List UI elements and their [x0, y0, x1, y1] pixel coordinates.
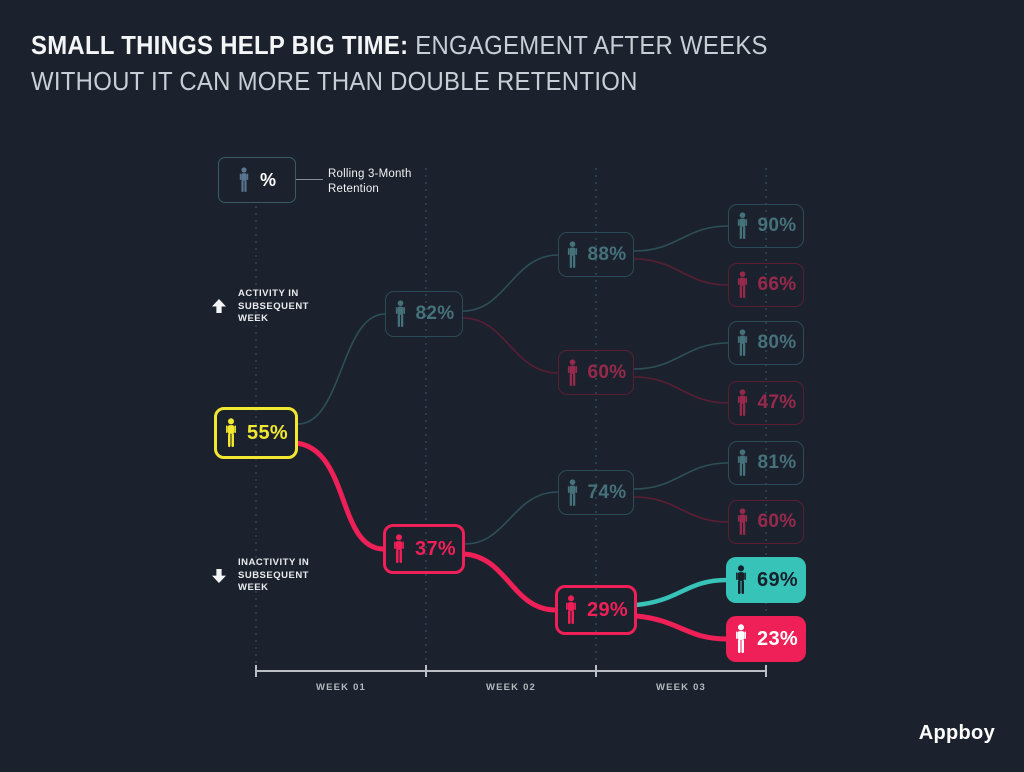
node-week3-47: 47%: [728, 381, 804, 425]
node-value: 23%: [757, 627, 798, 650]
legend-key-box: %: [218, 157, 296, 203]
axis-tick: [765, 665, 767, 677]
node-value: 74%: [587, 481, 627, 503]
person-icon: [737, 389, 747, 416]
axis-label-week1: WEEK 01: [315, 682, 367, 693]
axis-label-week3: WEEK 03: [655, 682, 707, 693]
activity-branch-lines-muted: [297, 225, 729, 545]
node-week3-23-highlight: 23%: [726, 616, 806, 662]
person-icon: [737, 329, 747, 356]
person-icon: [737, 271, 747, 298]
percent-symbol: %: [259, 169, 276, 190]
highlighted-activity-branch: [635, 577, 728, 608]
node-value: 37%: [415, 537, 456, 560]
title-line-2: WITHOUT IT CAN MORE THAN DOUBLE RETENTIO…: [31, 66, 638, 96]
node-value: 66%: [757, 274, 797, 295]
node-week3-69-highlight: 69%: [726, 557, 806, 603]
node-week1-active-82: 82%: [385, 291, 463, 337]
x-axis: [256, 670, 766, 672]
down-arrow-icon: [212, 569, 226, 583]
node-week3-80: 80%: [728, 321, 804, 365]
title-emphasis: SMALL THINGS HELP BIG TIME:: [31, 30, 409, 60]
person-icon: [567, 358, 577, 386]
page-title: SMALL THINGS HELP BIG TIME: ENGAGEMENT A…: [31, 27, 768, 99]
activity-annotation: ACTIVITY IN SUBSEQUENT WEEK: [238, 288, 309, 324]
node-week2-74: 74%: [558, 470, 634, 515]
node-week0-55: 55%: [214, 407, 298, 459]
legend-label-line2: Retention: [328, 183, 380, 195]
node-week2-29: 29%: [555, 585, 637, 635]
node-value: 29%: [587, 598, 628, 621]
person-icon: [566, 595, 576, 624]
title-rest: ENGAGEMENT AFTER WEEKS: [408, 30, 768, 60]
node-value: 69%: [757, 568, 798, 591]
person-icon: [394, 534, 404, 563]
title-line-1: SMALL THINGS HELP BIG TIME: ENGAGEMENT A…: [31, 27, 768, 63]
person-icon: [736, 565, 746, 594]
legend-label-line1: Rolling 3-Month: [328, 168, 412, 180]
up-arrow-icon: [212, 299, 226, 313]
axis-tick: [595, 665, 597, 677]
person-icon: [567, 240, 577, 268]
node-value: 80%: [757, 332, 797, 353]
highlighted-inactivity-path: [295, 440, 728, 642]
person-icon: [239, 167, 249, 192]
person-icon: [395, 300, 405, 327]
axis-tick: [255, 665, 257, 677]
node-week3-90: 90%: [728, 204, 804, 248]
axis-label-week2: WEEK 02: [485, 682, 537, 693]
node-value: 60%: [587, 361, 627, 383]
node-week1-inactive-37: 37%: [383, 524, 465, 574]
person-icon: [737, 449, 747, 476]
node-value: 82%: [415, 303, 455, 324]
node-value: 88%: [587, 243, 627, 265]
node-value: 81%: [757, 452, 797, 473]
inactivity-annotation: INACTIVITY IN SUBSEQUENT WEEK: [238, 557, 310, 593]
node-week3-60: 60%: [728, 500, 804, 544]
brand-logo: Appboy: [918, 722, 995, 744]
node-week3-66: 66%: [728, 263, 804, 307]
node-week3-81: 81%: [728, 441, 804, 485]
node-week2-88: 88%: [558, 232, 634, 277]
person-icon: [737, 508, 747, 535]
node-value: 55%: [247, 421, 288, 444]
person-icon: [226, 418, 236, 447]
node-value: 60%: [757, 511, 797, 532]
node-value: 47%: [757, 392, 797, 413]
person-icon: [567, 478, 577, 506]
axis-tick: [425, 665, 427, 677]
legend-connector-line: [296, 179, 323, 180]
person-icon: [737, 212, 747, 239]
node-value: 90%: [757, 215, 797, 236]
node-week2-60: 60%: [558, 350, 634, 395]
legend-label: Rolling 3-Month Retention: [328, 167, 412, 197]
person-icon: [736, 624, 746, 653]
